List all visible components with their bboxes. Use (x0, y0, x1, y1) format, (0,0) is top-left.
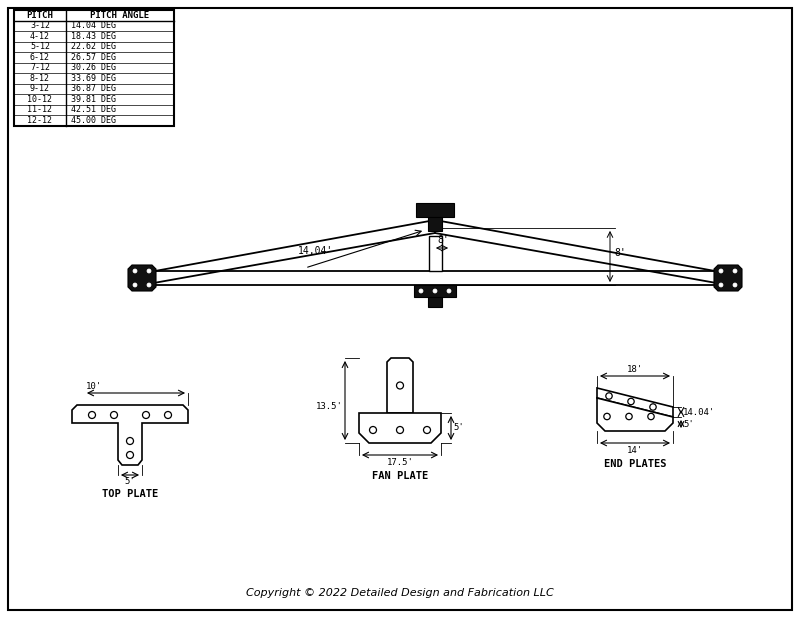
Text: 33.69 DEG: 33.69 DEG (71, 74, 116, 83)
Circle shape (397, 426, 403, 433)
Circle shape (147, 269, 151, 273)
Text: 5': 5' (683, 420, 694, 428)
Text: BarnBrackets.com: BarnBrackets.com (629, 60, 691, 136)
Circle shape (142, 412, 150, 418)
Text: 8': 8' (614, 248, 626, 258)
Text: 36.87 DEG: 36.87 DEG (71, 84, 116, 93)
Text: BarnBrackets.com: BarnBrackets.com (24, 50, 86, 126)
Text: 39.81 DEG: 39.81 DEG (71, 95, 116, 104)
Text: 8-12: 8-12 (30, 74, 50, 83)
Circle shape (133, 269, 137, 273)
Text: 42.51 DEG: 42.51 DEG (71, 105, 116, 114)
Polygon shape (597, 398, 673, 431)
Circle shape (650, 404, 656, 410)
Text: 6-12: 6-12 (30, 53, 50, 62)
Text: 14.04': 14.04' (298, 246, 333, 256)
Circle shape (147, 283, 151, 287)
Circle shape (719, 283, 723, 287)
Text: 11-12: 11-12 (27, 105, 53, 114)
Text: 5': 5' (453, 423, 464, 433)
Text: Copyright © 2022 Detailed Design and Fabrication LLC: Copyright © 2022 Detailed Design and Fab… (246, 588, 554, 598)
Text: PITCH ANGLE: PITCH ANGLE (90, 11, 150, 20)
Circle shape (133, 283, 137, 287)
Text: 5': 5' (125, 477, 135, 486)
Text: 14.04': 14.04' (683, 407, 715, 417)
Bar (14, 10, 174, 126)
Text: 18.43 DEG: 18.43 DEG (71, 32, 116, 41)
Text: END PLATES: END PLATES (604, 459, 666, 469)
Text: BarnBrackets.com: BarnBrackets.com (618, 170, 682, 246)
Text: 12-12: 12-12 (27, 116, 53, 125)
Text: 7-12: 7-12 (30, 63, 50, 72)
Circle shape (719, 269, 723, 273)
Text: BarnBrackets.com: BarnBrackets.com (154, 270, 216, 346)
Text: 14.04 DEG: 14.04 DEG (71, 21, 116, 30)
Text: BarnBrackets.com: BarnBrackets.com (498, 300, 562, 376)
Polygon shape (387, 358, 413, 413)
Text: 26.57 DEG: 26.57 DEG (71, 53, 116, 62)
Circle shape (733, 269, 737, 273)
Text: BarnBrackets.com: BarnBrackets.com (349, 45, 411, 121)
Text: BarnBrackets.com: BarnBrackets.com (609, 160, 671, 236)
Polygon shape (416, 203, 454, 217)
Text: 13.5': 13.5' (316, 402, 343, 411)
Circle shape (433, 289, 437, 293)
Circle shape (419, 289, 423, 293)
Polygon shape (428, 217, 442, 231)
Text: 9-12: 9-12 (30, 84, 50, 93)
Text: 30.26 DEG: 30.26 DEG (71, 63, 116, 72)
Circle shape (733, 283, 737, 287)
Bar (130, 271, 740, 285)
Circle shape (370, 426, 377, 433)
Text: 14': 14' (627, 446, 643, 455)
Text: 22.62 DEG: 22.62 DEG (71, 42, 116, 51)
Circle shape (126, 452, 134, 459)
Polygon shape (597, 388, 673, 417)
Text: 10': 10' (86, 382, 102, 391)
Text: PITCH: PITCH (26, 11, 54, 20)
Circle shape (126, 438, 134, 444)
Polygon shape (428, 297, 442, 307)
Bar (429, 236, 442, 271)
Polygon shape (414, 285, 456, 297)
Text: BarnBrackets.com: BarnBrackets.com (58, 140, 122, 216)
Circle shape (447, 289, 451, 293)
Circle shape (604, 413, 610, 420)
Circle shape (89, 412, 95, 418)
Circle shape (606, 393, 612, 399)
Circle shape (423, 426, 430, 433)
Circle shape (397, 382, 403, 389)
Polygon shape (359, 413, 441, 443)
Text: TOP PLATE: TOP PLATE (102, 489, 158, 499)
Text: FAN PLATE: FAN PLATE (372, 471, 428, 481)
Text: BarnBrackets.com: BarnBrackets.com (309, 170, 371, 246)
Polygon shape (714, 265, 742, 291)
Text: 3-12: 3-12 (30, 21, 50, 30)
Circle shape (628, 399, 634, 405)
Text: 10-12: 10-12 (27, 95, 53, 104)
Polygon shape (128, 265, 156, 291)
Circle shape (648, 413, 654, 420)
Circle shape (110, 412, 118, 418)
Text: 5-12: 5-12 (30, 42, 50, 51)
Polygon shape (72, 405, 188, 465)
Circle shape (626, 413, 632, 420)
Text: 17.5': 17.5' (386, 458, 414, 467)
Text: 8': 8' (437, 235, 449, 245)
Text: 4-12: 4-12 (30, 32, 50, 41)
Text: 18': 18' (627, 365, 643, 374)
Text: 45.00 DEG: 45.00 DEG (71, 116, 116, 125)
Circle shape (165, 412, 171, 418)
